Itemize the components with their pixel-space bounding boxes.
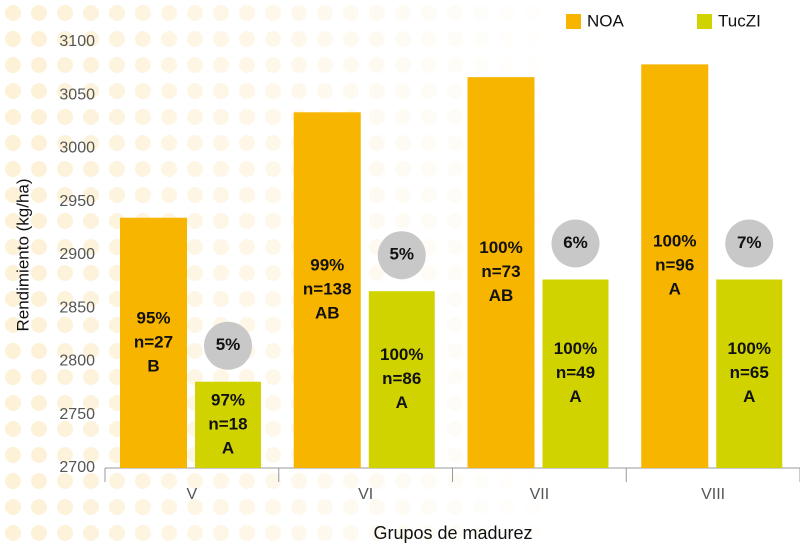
y-tick-label: 2950: [59, 193, 95, 210]
bar-label: A: [569, 387, 581, 406]
bar: [542, 279, 609, 468]
percent-badge-label: 5%: [389, 245, 414, 264]
bar: [467, 77, 535, 469]
bar: [641, 64, 709, 469]
legend-label: TucZI: [718, 11, 761, 30]
x-tick-label: VI: [358, 486, 373, 503]
x-tick-label: V: [187, 486, 198, 503]
legend-swatch: [697, 14, 712, 29]
percent-badge-label: 6%: [563, 233, 588, 252]
bar-label: 100%: [653, 232, 696, 251]
bar: [368, 291, 435, 468]
percent-badge-label: 7%: [737, 233, 762, 252]
bar-label: 100%: [380, 345, 423, 364]
y-tick-label: 2750: [59, 406, 95, 423]
percent-badge: [725, 219, 774, 268]
bar-label: n=86: [382, 369, 421, 388]
legend-label: NOA: [587, 11, 625, 30]
bar-label: n=49: [556, 363, 595, 382]
bar-label: 97%: [211, 390, 245, 409]
bar-label: n=65: [730, 363, 769, 382]
background-fade: [0, 0, 560, 545]
bar-label: A: [743, 387, 755, 406]
x-tick-label: VII: [530, 486, 550, 503]
bar-label: A: [222, 438, 234, 457]
bar-label: n=18: [208, 414, 247, 433]
bar-label: n=27: [134, 332, 173, 351]
bar-label: n=96: [655, 256, 694, 275]
percent-badge-label: 5%: [216, 335, 241, 354]
y-tick-label: 3100: [59, 33, 95, 50]
bar: [293, 112, 361, 468]
bar-label: 99%: [310, 256, 344, 275]
legend-swatch: [566, 14, 581, 29]
bar-label: AB: [489, 286, 514, 305]
y-tick-label: 3050: [59, 86, 95, 103]
y-tick-label: 2850: [59, 299, 95, 316]
bar-label: 100%: [554, 339, 597, 358]
y-axis-title: Rendimiento (kg/ha): [13, 178, 32, 331]
bar-label: n=138: [303, 280, 352, 299]
y-tick-label: 2900: [59, 246, 95, 263]
percent-badge: [551, 219, 600, 268]
percent-badge: [204, 321, 252, 370]
bar: [716, 279, 783, 468]
bar: [195, 381, 261, 468]
bar-label: A: [669, 280, 681, 299]
x-tick-label: VIII: [701, 486, 725, 503]
y-tick-label: 2700: [59, 459, 95, 476]
bar-label: B: [147, 356, 159, 375]
bar-label: 100%: [479, 238, 522, 257]
bar: [120, 217, 187, 468]
bar-label: n=73: [481, 262, 520, 281]
y-tick-label: 2800: [59, 353, 95, 370]
bar-label: 95%: [136, 308, 170, 327]
bar-label: AB: [315, 304, 340, 323]
percent-badge: [377, 231, 426, 280]
x-axis-title: Grupos de madurez: [373, 523, 532, 543]
bar-label: 100%: [728, 339, 771, 358]
bar-label: A: [396, 393, 408, 412]
y-tick-label: 3000: [59, 140, 95, 157]
